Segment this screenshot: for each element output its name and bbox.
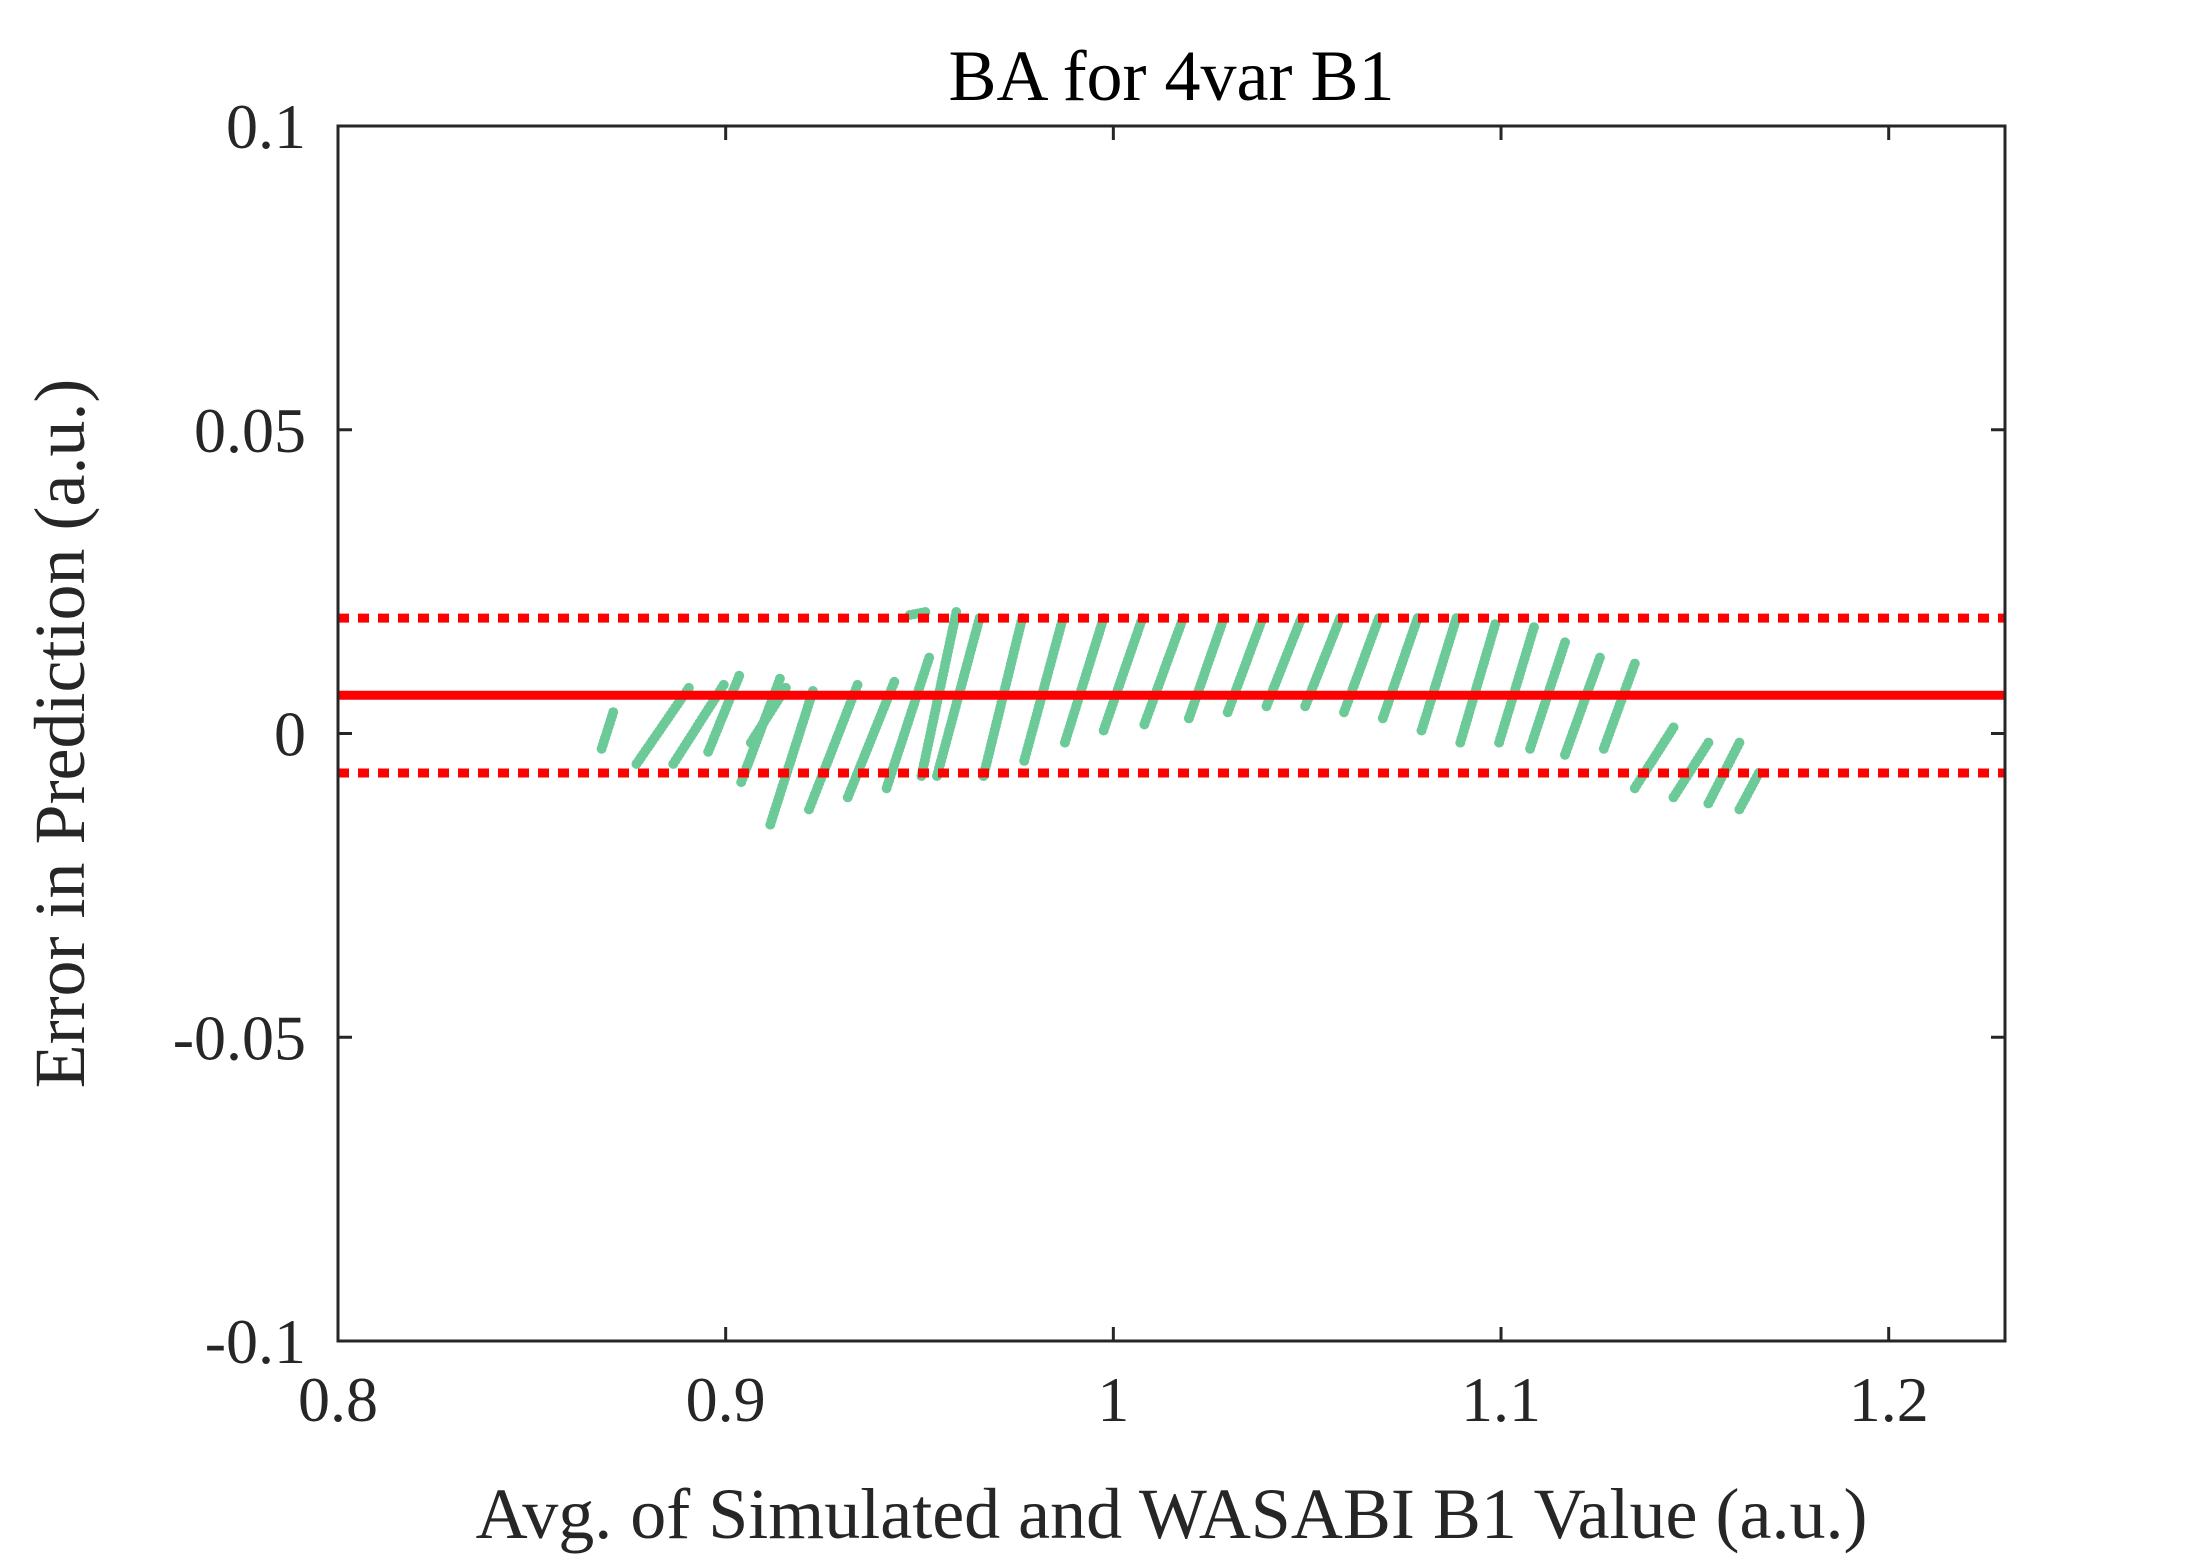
data-point: [608, 707, 619, 718]
point-segment: [1560, 652, 1605, 760]
data-point: [924, 652, 935, 663]
data-point: [774, 673, 785, 684]
x-tick-label: 0.8: [298, 1364, 378, 1435]
data-point: [1529, 622, 1539, 633]
point-segment: [1703, 737, 1745, 809]
plot-area-frame: [336, 124, 2007, 1343]
data-point: [780, 682, 791, 693]
data-point: [889, 676, 900, 687]
point-segment: [765, 686, 818, 830]
data-point: [734, 670, 745, 681]
data-point: [1560, 637, 1570, 648]
point-segment: [842, 676, 900, 803]
x-tick-label: 1: [1097, 1364, 1129, 1435]
y-tick-label: -0.05: [173, 1002, 306, 1073]
point-segment: [978, 613, 1028, 781]
data-point: [1594, 652, 1605, 663]
data-point: [718, 679, 729, 690]
point-segment: [1494, 622, 1539, 748]
x-tick-label: 1.1: [1461, 1364, 1541, 1435]
y-tick-label: 0: [274, 699, 306, 770]
point-segment: [1734, 768, 1764, 815]
point-segment: [596, 707, 619, 754]
x-axis-title: Avg. of Simulated and WASABI B1 Value (a…: [476, 1474, 1868, 1554]
point-segment: [1455, 619, 1501, 748]
data-point: [1490, 619, 1501, 630]
data-point: [1703, 737, 1714, 748]
y-tick-label: 0.1: [226, 91, 306, 162]
data-point: [1734, 737, 1745, 748]
chart-title: BA for 4var B1: [949, 36, 1395, 116]
y-tick-label: -0.1: [205, 1306, 306, 1377]
y-tick-label: 0.05: [194, 395, 306, 466]
data-point: [1668, 722, 1679, 733]
y-axis-title: Error in Prediction (a.u.): [20, 379, 100, 1089]
x-tick-label: 0.9: [686, 1364, 766, 1435]
x-tick-label: 1.2: [1849, 1364, 1929, 1435]
point-segment: [1139, 613, 1189, 730]
point-segment: [1377, 613, 1423, 724]
data-point: [683, 682, 694, 693]
point-segment: [1183, 613, 1229, 724]
data-point: [852, 679, 863, 690]
data-point: [1629, 658, 1640, 669]
point-segment: [881, 652, 935, 794]
